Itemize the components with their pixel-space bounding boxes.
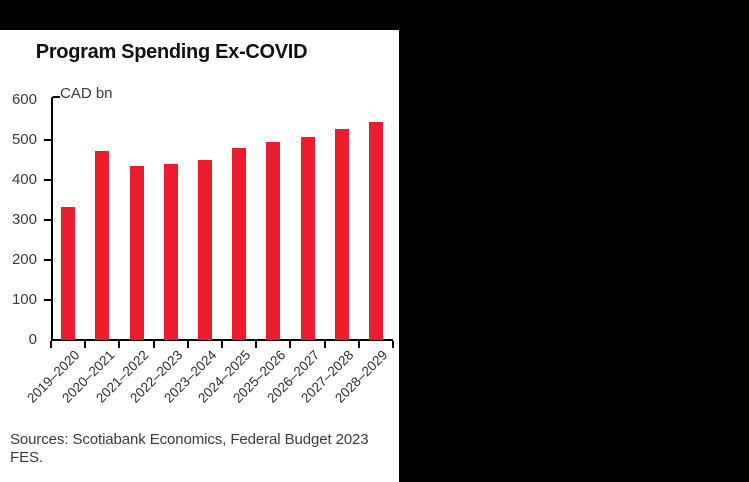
bar-2023–2024 [197, 160, 212, 340]
x-tick-mark [255, 341, 258, 348]
bar-2022–2023 [163, 164, 178, 340]
x-tick-mark [357, 341, 360, 348]
x-tick-mark [289, 341, 292, 348]
x-tick-mark [323, 341, 326, 348]
x-tick-mark [152, 341, 155, 348]
x-axis-line [51, 339, 393, 341]
y-tick-mark [44, 219, 51, 221]
bar-2020–2021 [95, 150, 110, 340]
bar-2027–2028 [334, 129, 349, 340]
x-tick-mark [186, 341, 189, 348]
y-tick-label: 200 [11, 251, 37, 268]
bar-2024–2025 [232, 147, 247, 340]
y-tick-label: 0 [28, 331, 37, 348]
x-tick-mark [221, 341, 223, 348]
bar-2028–2029 [368, 122, 383, 340]
bar-2021–2022 [129, 166, 144, 340]
y-tick-label: 400 [11, 171, 37, 188]
sources-note: Sources: Scotiabank Economics, Federal B… [10, 431, 369, 466]
y-tick-label: 600 [11, 91, 37, 108]
bar-2026–2027 [300, 136, 315, 340]
y-tick-label: 100 [11, 291, 37, 308]
y-tick-label: 300 [11, 211, 37, 228]
y-tick-mark [44, 139, 51, 141]
y-axis-line [51, 96, 60, 341]
y-tick-label: 500 [11, 131, 37, 148]
chart-panel: Program Spending Ex-COVID CAD bn 0 100 200… [0, 30, 399, 482]
bar-2019–2020 [61, 207, 76, 340]
y-tick-mark [44, 299, 51, 301]
bar-2025–2026 [266, 142, 281, 340]
x-tick-mark [392, 341, 394, 348]
chart-title: Program Spending Ex-COVID [35, 41, 308, 63]
y-axis-unit-label: CAD bn [60, 85, 113, 102]
y-tick-mark [44, 179, 51, 181]
y-tick-mark [44, 259, 51, 261]
x-tick-mark [84, 341, 87, 348]
x-tick-mark [118, 341, 121, 348]
x-tick-mark [50, 341, 52, 348]
